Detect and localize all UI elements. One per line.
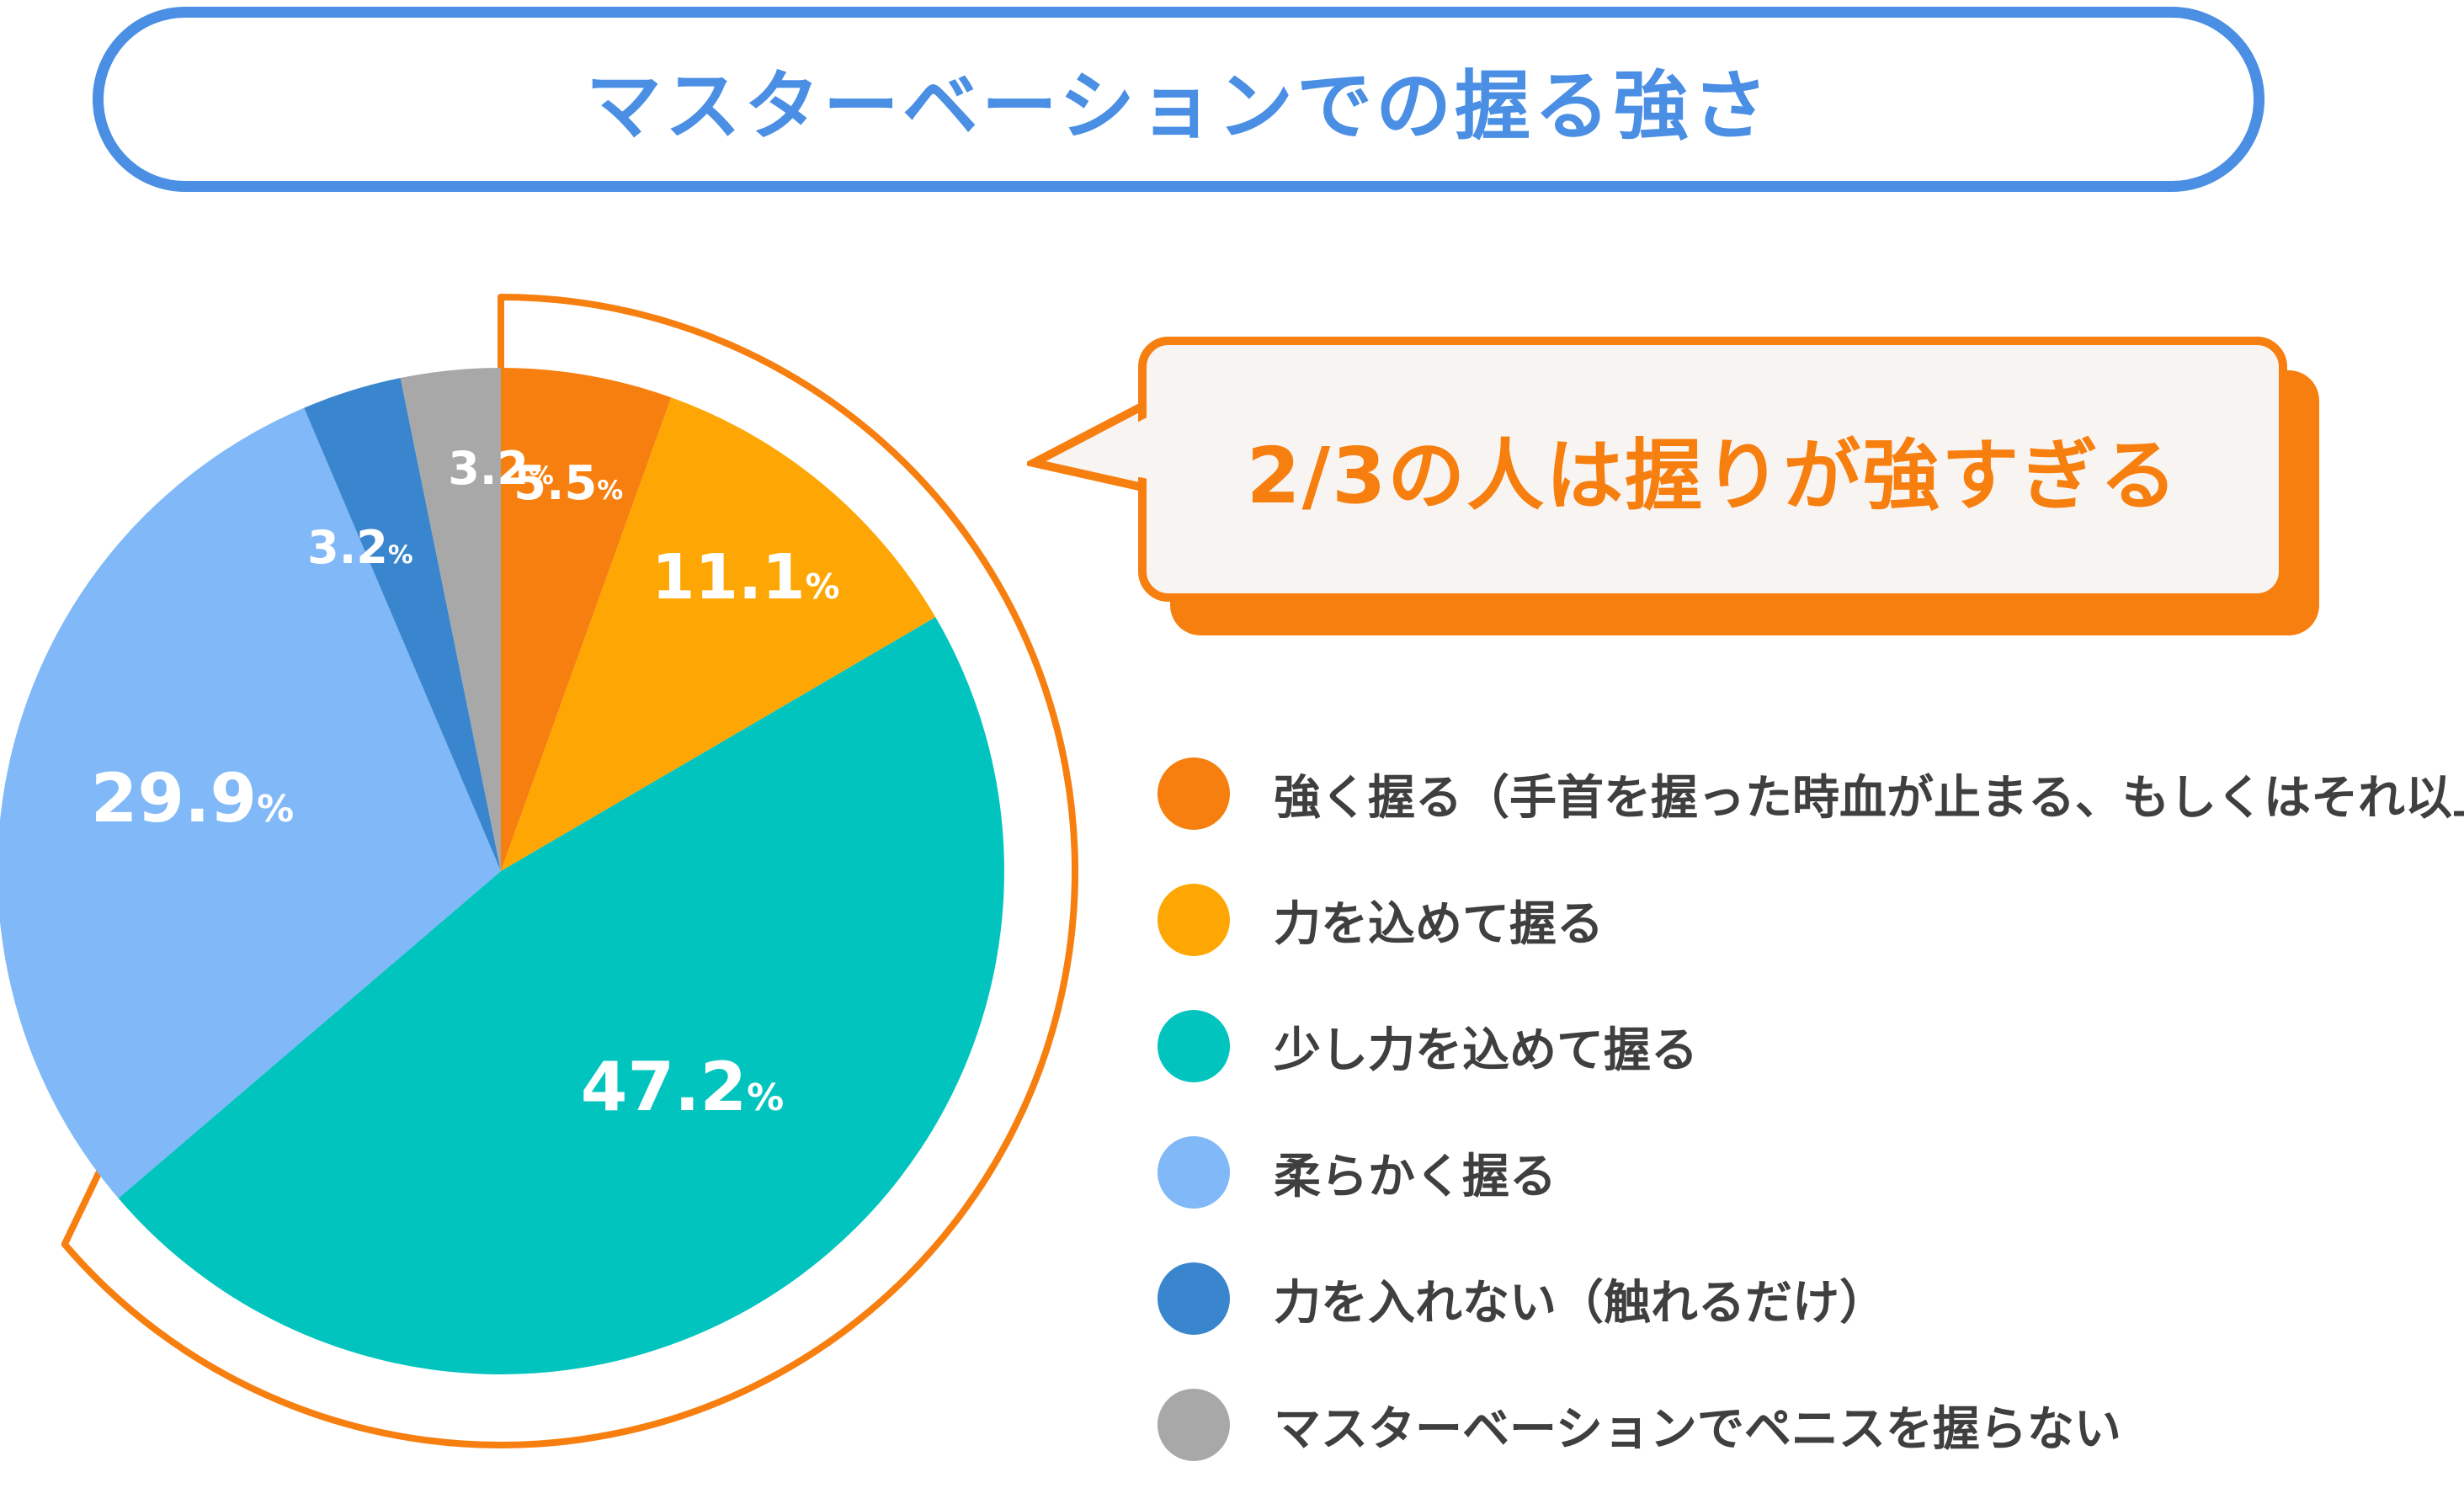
legend-item: 強く握る（手首を握った時血が止まる、もしくはそれ以上）: [1157, 731, 2464, 857]
legend-swatch: [1157, 1136, 1230, 1209]
title-banner: マスターベーションでの握る強さ: [93, 7, 2264, 192]
callout-box: 2/3の人は握りが強すぎる: [1138, 337, 2287, 602]
pie-slice-label: 5.5%: [514, 460, 623, 508]
legend-label: 力を入れない（触れるだけ）: [1274, 1275, 1887, 1331]
pie-slice-label: 29.9%: [91, 764, 295, 832]
slice-unit: %: [597, 476, 624, 507]
pie-slice: [118, 617, 1004, 1374]
legend-label: マスターベーションでペニスを握らない: [1274, 1401, 2121, 1457]
slice-unit: %: [257, 787, 295, 831]
pie-slice: [0, 407, 501, 1198]
legend-label: 少し力を込めて握る: [1274, 1023, 1698, 1078]
slice-unit: %: [528, 460, 554, 491]
pie-slice: [400, 368, 501, 871]
legend-swatch: [1157, 1262, 1230, 1335]
chart-title: マスターベーションでの握る強さ: [585, 62, 1772, 151]
pie-slice: [501, 397, 936, 871]
slice-value: 3.2: [448, 441, 529, 495]
slice-unit: %: [805, 566, 840, 607]
pie-chart: [0, 294, 1078, 1448]
callout-text: 2/3の人は握りが強すぎる: [1246, 431, 2179, 521]
pie-slice: [501, 368, 672, 871]
pie-slice-label: 3.2%: [448, 445, 554, 492]
legend-item: 柔らかく握る: [1157, 1109, 2464, 1236]
legend-swatch: [1157, 1010, 1230, 1082]
slice-value: 47.2: [580, 1047, 748, 1126]
legend-item: 力を込めて握る: [1157, 857, 2464, 983]
slice-value: 29.9: [90, 758, 258, 837]
legend-item: マスターベーションでペニスを握らない: [1157, 1362, 2464, 1488]
legend-item: 力を入れない（触れるだけ）: [1157, 1236, 2464, 1362]
pie-slice-label: 47.2%: [581, 1053, 785, 1121]
slice-unit: %: [747, 1076, 785, 1119]
legend: 強く握る（手首を握った時血が止まる、もしくはそれ以上） 力を込めて握る 少し力を…: [1157, 731, 2464, 1488]
slice-value: 5.5: [514, 456, 598, 512]
legend-label: 強く握る（手首を握った時血が止まる、もしくはそれ以上）: [1274, 770, 2464, 826]
slice-value: 11.1: [652, 540, 806, 614]
legend-swatch: [1157, 757, 1230, 830]
pie-slice-label: 11.1%: [652, 546, 839, 608]
slice-unit: %: [387, 540, 413, 571]
callout-pointer-cover: [1059, 414, 1153, 480]
highlight-bracket: [61, 294, 1078, 1448]
legend-item: 少し力を込めて握る: [1157, 983, 2464, 1109]
pie-slice-label: 3.2%: [307, 525, 412, 571]
pie-slice: [304, 378, 501, 871]
legend-label: 柔らかく握る: [1274, 1149, 1557, 1204]
legend-swatch: [1157, 1389, 1230, 1461]
legend-swatch: [1157, 884, 1230, 956]
slice-value: 3.2: [307, 521, 388, 575]
legend-label: 力を込めて握る: [1274, 896, 1604, 952]
